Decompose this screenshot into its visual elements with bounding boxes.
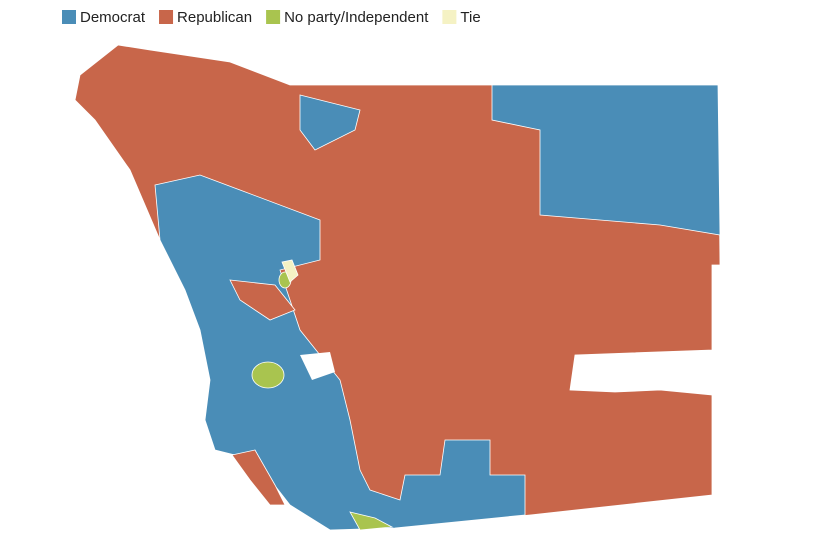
region-tie <box>281 259 299 283</box>
legend-label: Democrat <box>80 9 146 26</box>
region-democrat <box>299 94 361 151</box>
region-democrat <box>491 84 721 236</box>
legend-label: No party/Independent <box>284 9 429 26</box>
county-map <box>74 44 721 531</box>
unpopulated-area <box>300 352 335 380</box>
legend-swatch <box>442 10 457 24</box>
legend-swatch <box>62 10 76 24</box>
region-republican <box>229 279 296 321</box>
region-independent <box>251 361 285 389</box>
legend-swatch <box>266 10 281 24</box>
region-independent <box>349 511 394 531</box>
legend-swatch <box>159 10 174 24</box>
legend-label: Tie <box>460 9 480 26</box>
legend-label: Republican <box>177 9 252 26</box>
legend: Democrat Republican No party/Independent Ti… <box>62 9 481 26</box>
region-republican <box>231 449 286 506</box>
